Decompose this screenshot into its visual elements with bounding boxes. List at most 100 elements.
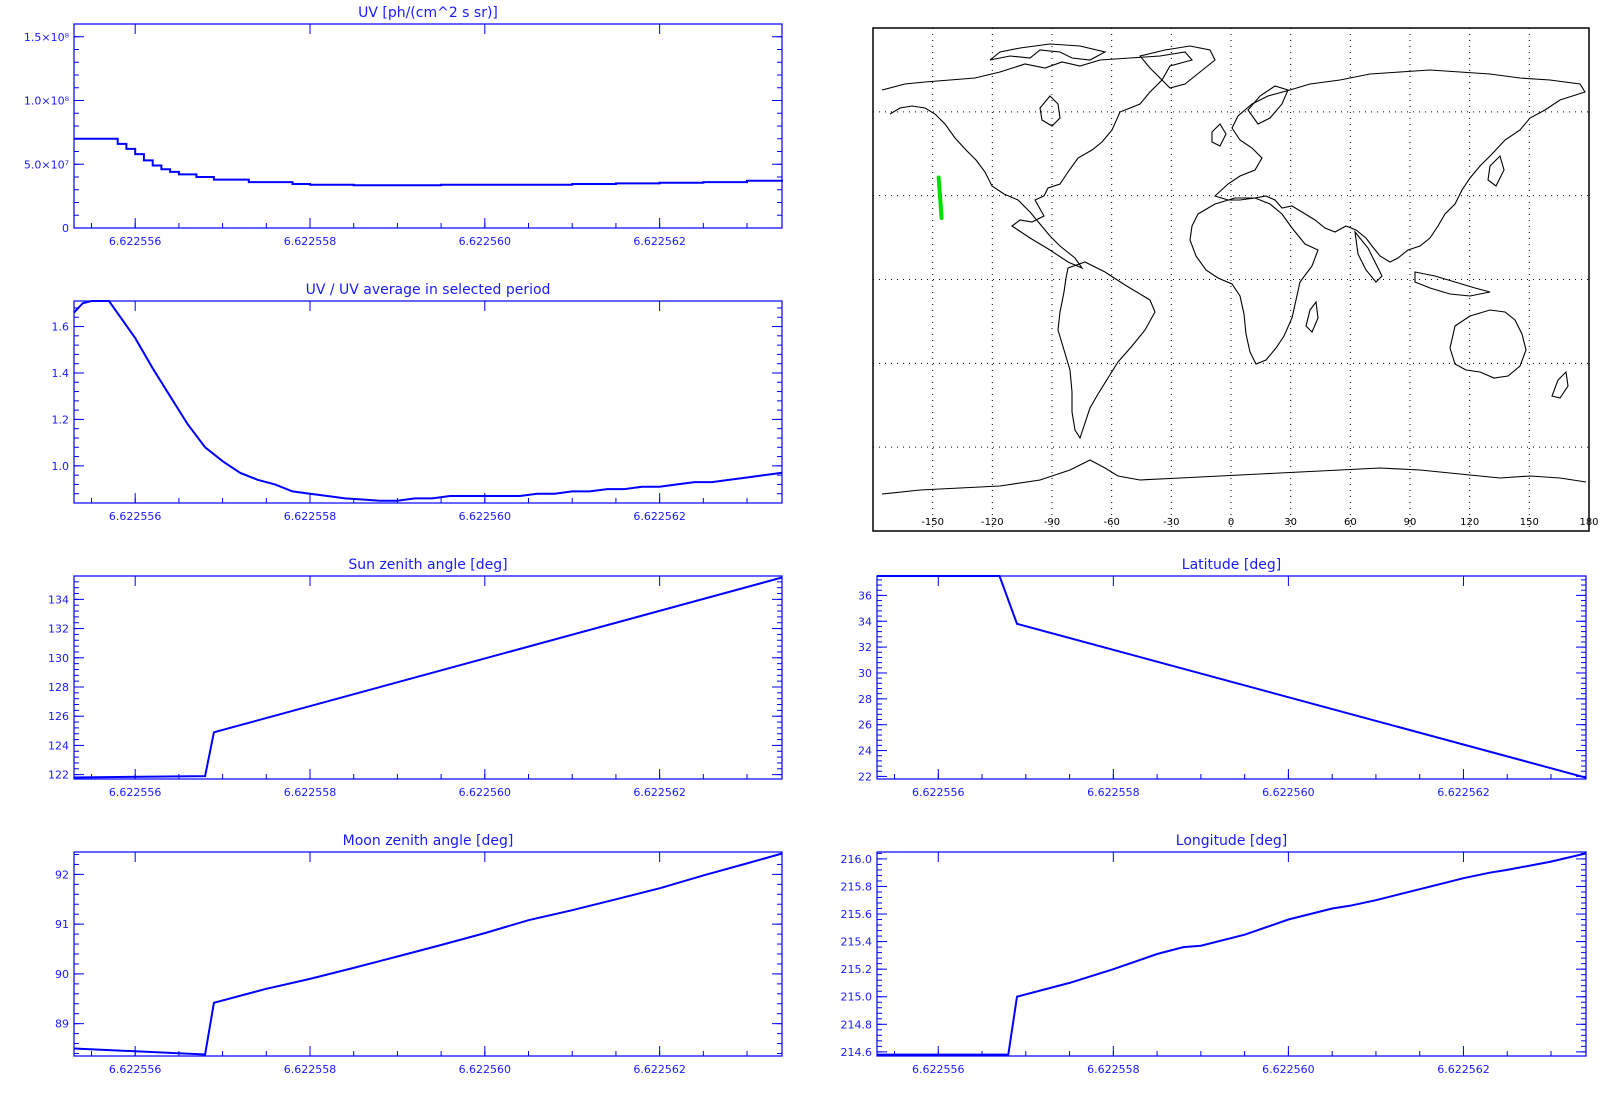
world-map-panel: -150 -120 -90 -60 -30 0 30 60 90 120 150 180 bbox=[872, 27, 1599, 532]
y-tick-label: 1.4 bbox=[52, 367, 70, 380]
x-tick-label: 6.622562 bbox=[633, 786, 686, 799]
x-tick-label: 6.622560 bbox=[1262, 786, 1315, 799]
y-tick-label: 134 bbox=[48, 593, 69, 606]
lon-tick-label: 0 bbox=[1228, 517, 1234, 528]
coast-scandinavia bbox=[1247, 85, 1289, 125]
coast-arctic-islands bbox=[989, 43, 1107, 61]
coast-north-america bbox=[881, 51, 1193, 270]
y-tick-label: 1.5×10⁸ bbox=[24, 31, 70, 44]
plot-frame bbox=[876, 575, 1587, 780]
charts-group: UV [ph/(cm^2 s sr)] 0 5.0×10⁷ 1.0×10⁸ 1.5×10… bbox=[24, 5, 1587, 1076]
y-tick-label: 215.6 bbox=[841, 908, 873, 921]
lon-tick-label: -60 bbox=[1103, 517, 1119, 528]
y-tick-label: 24 bbox=[858, 745, 872, 758]
x-tick-label: 6.622556 bbox=[109, 786, 162, 799]
y-tick-label: 130 bbox=[48, 652, 69, 665]
y-tick-label: 215.4 bbox=[841, 936, 873, 949]
plot-frame bbox=[73, 575, 783, 780]
map-frame bbox=[872, 27, 1590, 532]
y-tick-label: 30 bbox=[858, 667, 872, 680]
coast-indonesia bbox=[1414, 271, 1491, 297]
x-tick-label: 6.622562 bbox=[633, 510, 686, 523]
x-tick-label: 6.622560 bbox=[459, 235, 512, 248]
y-tick-label: 132 bbox=[48, 623, 69, 636]
series-line-1 bbox=[877, 575, 1587, 779]
coast-japan bbox=[1487, 154, 1505, 187]
coast-hudson-bay bbox=[1039, 95, 1061, 127]
y-tick-label: 216.0 bbox=[841, 853, 873, 866]
track-line bbox=[936, 175, 944, 220]
coast-new-zealand bbox=[1551, 370, 1569, 399]
chart-panel-5: Moon zenith angle [deg] 89 90 91 92 6.622556 6… bbox=[55, 833, 783, 1076]
x-tick-label: 6.622562 bbox=[1437, 1063, 1490, 1076]
y-tick-label: 26 bbox=[858, 719, 872, 732]
series-line-1 bbox=[877, 852, 1587, 1056]
x-tick-label: 6.622558 bbox=[1087, 1063, 1140, 1076]
y-tick-label: 214.6 bbox=[841, 1046, 873, 1059]
chart-panel-2: UV / UV average in selected period 1.0 1.2… bbox=[52, 282, 783, 523]
series-line-1 bbox=[73, 576, 783, 779]
plot-frame bbox=[73, 300, 783, 504]
y-tick-label: 89 bbox=[55, 1018, 69, 1031]
y-tick-label: 122 bbox=[48, 769, 69, 782]
y-tick-label: 22 bbox=[858, 770, 872, 783]
lon-tick-label: -90 bbox=[1044, 517, 1060, 528]
y-tick-label: 34 bbox=[858, 615, 872, 628]
x-tick-label: 6.622556 bbox=[912, 1063, 965, 1076]
chart-title: UV / UV average in selected period bbox=[306, 282, 551, 298]
x-tick-label: 6.622558 bbox=[284, 1063, 337, 1076]
coast-australia bbox=[1449, 309, 1527, 379]
plot-frame bbox=[876, 851, 1587, 1057]
coast-eurasia bbox=[1213, 69, 1586, 263]
chart-title: Latitude [deg] bbox=[1182, 557, 1281, 573]
x-tick-label: 6.622556 bbox=[109, 1063, 162, 1076]
y-tick-label: 124 bbox=[48, 739, 69, 752]
x-tick-label: 6.622560 bbox=[459, 1063, 512, 1076]
chart-title: Longitude [deg] bbox=[1176, 833, 1287, 849]
coast-madagascar bbox=[1305, 300, 1319, 333]
coast-africa bbox=[1189, 197, 1319, 365]
longitude-tick-labels: -150 -120 -90 -60 -30 0 30 60 90 120 150 180 bbox=[921, 517, 1598, 528]
x-tick-label: 6.622560 bbox=[459, 510, 512, 523]
y-tick-label: 1.6 bbox=[52, 321, 70, 334]
series-line-1 bbox=[73, 300, 783, 502]
lon-tick-label: 150 bbox=[1520, 517, 1539, 528]
x-tick-label: 6.622558 bbox=[284, 510, 337, 523]
chart-title: UV [ph/(cm^2 s sr)] bbox=[358, 5, 498, 21]
x-tick-label: 6.622556 bbox=[109, 235, 162, 248]
y-tick-label: 128 bbox=[48, 681, 69, 694]
coast-antarctica bbox=[881, 459, 1587, 495]
lon-tick-label: 180 bbox=[1579, 517, 1598, 528]
lon-tick-label: 120 bbox=[1460, 517, 1479, 528]
y-tick-label: 92 bbox=[55, 868, 69, 881]
coastlines bbox=[881, 43, 1587, 495]
coast-south-america bbox=[1057, 261, 1156, 440]
y-tick-label: 215.2 bbox=[841, 963, 873, 976]
chart-panel-4: Latitude [deg] 22 24 26 28 30 32 34 36 6.622556 6.… bbox=[858, 557, 1587, 799]
y-tick-label: 214.8 bbox=[841, 1018, 873, 1031]
y-tick-label: 90 bbox=[55, 968, 69, 981]
x-tick-label: 6.622558 bbox=[284, 786, 337, 799]
map-graticule bbox=[873, 28, 1589, 531]
chart-panel-1: UV [ph/(cm^2 s sr)] 0 5.0×10⁷ 1.0×10⁸ 1.5×10… bbox=[24, 5, 783, 248]
x-tick-label: 6.622558 bbox=[284, 235, 337, 248]
coast-greenland bbox=[1139, 45, 1216, 89]
x-tick-label: 6.622560 bbox=[1262, 1063, 1315, 1076]
satellite-ground-track bbox=[936, 175, 944, 220]
series-line-1 bbox=[73, 852, 783, 1056]
chart-title: Sun zenith angle [deg] bbox=[348, 557, 507, 573]
y-tick-label: 215.0 bbox=[841, 991, 873, 1004]
x-tick-label: 6.622560 bbox=[459, 786, 512, 799]
y-tick-label: 1.0×10⁸ bbox=[24, 95, 70, 108]
x-tick-label: 6.622556 bbox=[109, 510, 162, 523]
y-tick-label: 91 bbox=[55, 918, 69, 931]
y-tick-label: 126 bbox=[48, 710, 69, 723]
series-line-1 bbox=[74, 137, 783, 187]
lon-tick-label: -120 bbox=[981, 517, 1004, 528]
lon-tick-label: -150 bbox=[921, 517, 944, 528]
lon-tick-label: -30 bbox=[1163, 517, 1179, 528]
coast-british-isles bbox=[1211, 123, 1227, 147]
x-tick-label: 6.622562 bbox=[633, 235, 686, 248]
y-tick-label: 28 bbox=[858, 693, 872, 706]
